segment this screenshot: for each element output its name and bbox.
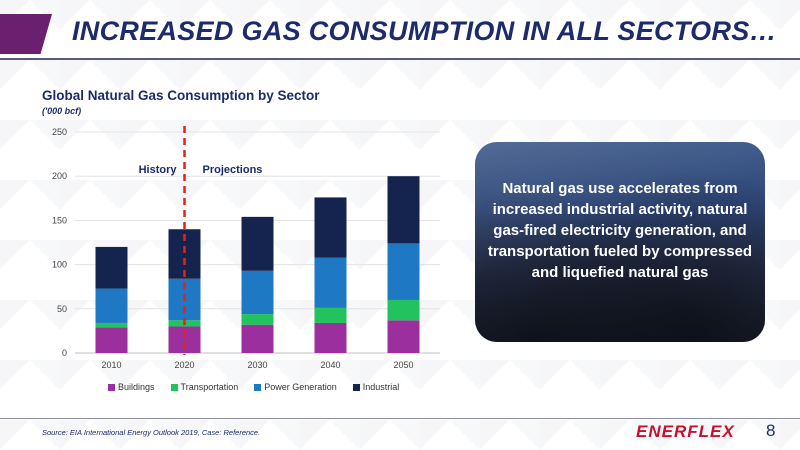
chart-title: Global Natural Gas Consumption by Sector [42,88,320,103]
x-tick-label: 2010 [101,360,121,370]
bar-segment-buildings [95,327,128,353]
enerflex-logo: ENERFLEX [636,422,735,441]
page-number: 8 [766,421,776,440]
bar-segment-buildings [241,324,274,353]
bar-segment-power-generation [241,270,274,315]
legend-swatch [170,383,178,391]
legend-swatch [352,383,360,391]
y-tick-label: 250 [52,127,67,137]
projections-label: Projections [203,164,263,176]
x-tick-label: 2050 [393,360,413,370]
bar-segment-buildings [387,320,420,353]
bar-segment-power-generation [314,257,347,308]
legend-item: Industrial [352,382,400,392]
y-tick-label: 200 [52,171,67,181]
bar-segment-power-generation [95,288,128,323]
bar-segment-transportation [387,299,420,321]
bar-segment-buildings [314,322,347,353]
bar-segment-industrial [95,246,128,289]
legend-label: Transportation [180,382,239,392]
bar-segment-industrial [387,176,420,244]
legend-label: Power Generation [264,382,337,392]
legend-item: Buildings [108,382,155,392]
history-label: History [139,164,178,176]
chart-legend: Buildings Transportation Power Generation I… [108,382,399,392]
legend-item: Transportation [170,382,239,392]
y-tick-label: 150 [52,215,67,225]
x-tick-label: 2030 [247,360,267,370]
legend-item: Power Generation [254,382,337,392]
bar-segment-industrial [241,216,274,271]
callout-text: Natural gas use accelerates from increas… [487,180,753,281]
x-tick-label: 2020 [174,360,194,370]
legend-label: Industrial [362,382,400,392]
bar-segment-transportation [314,307,347,323]
chart-subtitle: ('000 bcf) [42,106,82,116]
x-tick-label: 2040 [320,360,340,370]
slide-title: INCREASED GAS CONSUMPTION IN ALL SECTORS… [72,16,777,46]
bar-segment-industrial [314,197,347,258]
legend-swatch [254,383,262,391]
bar-segment-power-generation [387,243,420,300]
legend-label: Buildings [118,382,155,392]
footer-divider [0,418,800,419]
callout-photo-background [475,142,765,342]
bar-segment-transportation [241,314,274,325]
y-tick-label: 100 [52,260,67,270]
y-tick-label: 0 [62,348,67,358]
source-note: Source: EIA International Energy Outlook… [42,428,261,437]
callout-box: Natural gas use accelerates from increas… [475,142,765,342]
bar-segment-transportation [95,322,128,328]
y-tick-label: 50 [57,304,67,314]
title-divider [0,58,800,60]
legend-swatch [108,383,115,391]
